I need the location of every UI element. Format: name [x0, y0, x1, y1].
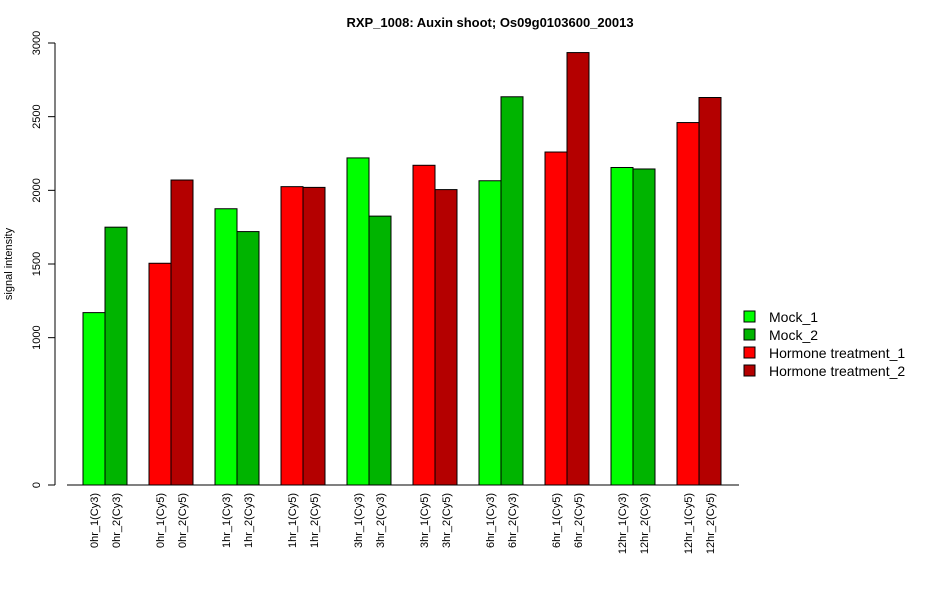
bar: [148, 262, 172, 486]
y-tick-label: 1000: [31, 325, 43, 349]
bar: [346, 157, 370, 486]
x-tick-label: 1hr_2(Cy3): [243, 493, 255, 548]
bar: [610, 166, 634, 486]
x-tick-label: 1hr_1(Cy5): [287, 493, 299, 548]
x-tick-label: 12hr_2(Cy5): [705, 493, 717, 554]
x-tick-label: 0hr_1(Cy5): [155, 493, 167, 548]
y-tick-label: 1500: [31, 252, 43, 276]
legend-label: Hormone treatment_1: [769, 345, 905, 361]
legend-swatch: [743, 310, 756, 323]
legend-swatch: [743, 364, 756, 377]
legend-swatch: [743, 346, 756, 359]
x-tick-label: 6hr_1(Cy5): [551, 493, 563, 548]
legend: Mock_1 Mock_2 Hormone treatment_1 Hormone t…: [743, 309, 905, 379]
chart-title: RXP_1008: Auxin shoot; Os09g0103600_2001…: [346, 15, 633, 30]
x-tick-label: 0hr_2(Cy3): [111, 493, 123, 548]
bar: [478, 180, 502, 486]
x-tick-label: 1hr_1(Cy3): [221, 493, 233, 548]
bar: [412, 164, 436, 486]
x-tick-label: 6hr_1(Cy3): [485, 493, 497, 548]
y-tick-label: 0: [31, 482, 43, 488]
bar: [698, 97, 722, 486]
bar: [214, 208, 238, 486]
bar: [566, 52, 590, 486]
bar: [368, 215, 392, 486]
bar: [544, 151, 568, 486]
bar: [500, 96, 524, 486]
x-tick-label: 3hr_1(Cy3): [353, 493, 365, 548]
x-tick-label: 1hr_2(Cy5): [309, 493, 321, 548]
bar: [434, 189, 458, 486]
x-tick-label: 3hr_1(Cy5): [419, 493, 431, 548]
bar: [82, 312, 106, 486]
bar: [236, 231, 260, 486]
x-tick-label: 6hr_2(Cy5): [573, 493, 585, 548]
x-tick-label: 12hr_1(Cy3): [617, 493, 629, 554]
bar: [280, 186, 304, 486]
bar: [302, 186, 326, 486]
legend-label: Mock_2: [769, 327, 818, 343]
x-axis: 0hr_1(Cy3) 0hr_2(Cy3) 0hr_1(Cy5) 0hr_2(Cy5)…: [67, 484, 739, 554]
y-axis-label: signal intensity: [3, 227, 15, 300]
bar: [104, 226, 128, 486]
y-tick-label: 3000: [31, 31, 43, 55]
y-tick-label: 2500: [31, 104, 43, 128]
x-tick-label: 6hr_2(Cy3): [507, 493, 519, 548]
bars: [82, 52, 722, 486]
x-tick-label: 0hr_1(Cy3): [89, 493, 101, 548]
x-tick-label: 12hr_2(Cy3): [639, 493, 651, 554]
legend-label: Mock_1: [769, 309, 818, 325]
x-tick-label: 0hr_2(Cy5): [177, 493, 189, 548]
y-tick-label: 2000: [31, 178, 43, 202]
legend-label: Hormone treatment_2: [769, 363, 905, 379]
bar: [676, 122, 700, 486]
y-axis: 0 1000 1500 2000 2500 3000: [31, 31, 56, 488]
x-tick-label: 12hr_1(Cy5): [683, 493, 695, 554]
x-tick-label: 3hr_2(Cy5): [441, 493, 453, 548]
bar: [632, 168, 656, 486]
x-tick-label: 3hr_2(Cy3): [375, 493, 387, 548]
bar: [170, 179, 194, 486]
legend-swatch: [743, 328, 756, 341]
